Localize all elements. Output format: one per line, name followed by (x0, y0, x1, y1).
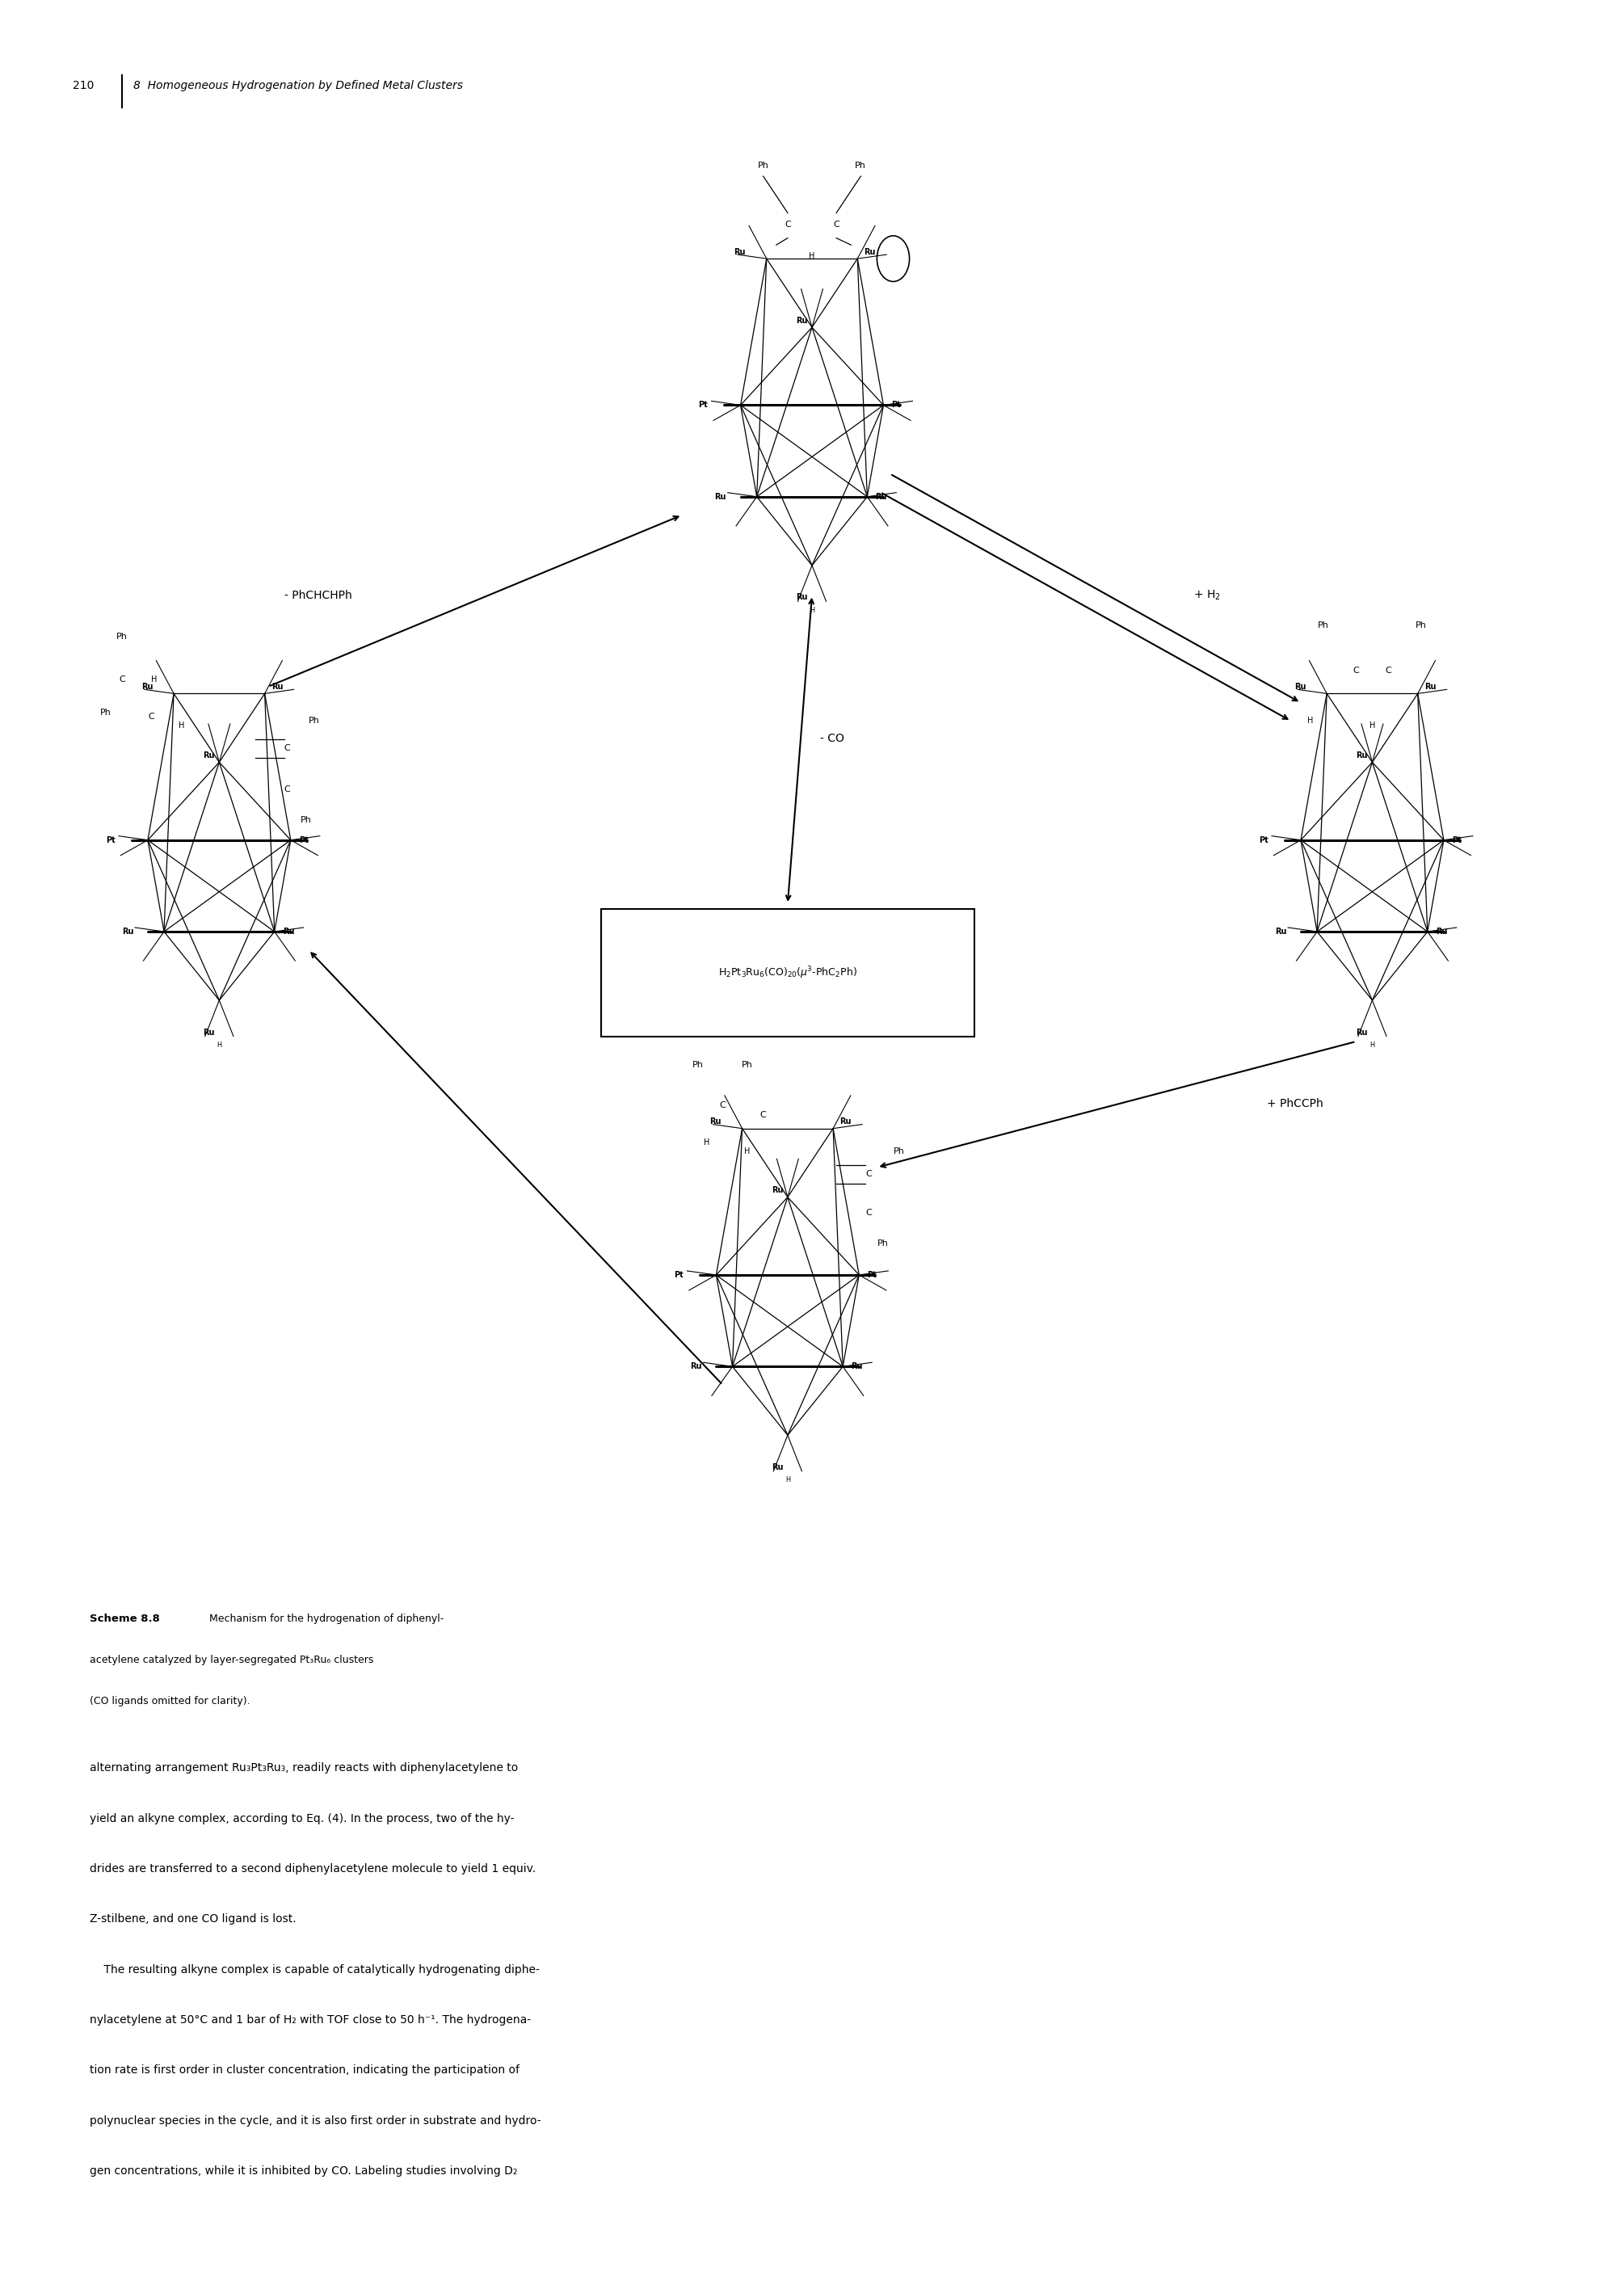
Text: Pt: Pt (867, 1270, 877, 1280)
Text: Mechanism for the hydrogenation of diphenyl-: Mechanism for the hydrogenation of diphe… (206, 1614, 443, 1625)
Text: C: C (119, 675, 125, 684)
Text: Ph: Ph (877, 1238, 888, 1248)
FancyBboxPatch shape (601, 909, 974, 1037)
Text: Ru: Ru (864, 247, 875, 256)
Text: Ru: Ru (796, 316, 807, 325)
Text: Pt: Pt (698, 401, 708, 410)
Text: H: H (1369, 721, 1376, 730)
Text: Ru: Ru (734, 247, 745, 256)
Text: Pt: Pt (674, 1270, 684, 1280)
Text: H: H (744, 1147, 750, 1156)
Text: gen concentrations, while it is inhibited by CO. Labeling studies involving D₂: gen concentrations, while it is inhibite… (89, 2165, 516, 2177)
Text: C: C (833, 220, 840, 229)
Text: Pt: Pt (1259, 835, 1268, 845)
Text: C: C (284, 785, 291, 794)
Text: H: H (1369, 1041, 1376, 1048)
Text: Ru: Ru (690, 1362, 702, 1371)
Text: Ph: Ph (300, 815, 312, 824)
Text: Pt: Pt (299, 835, 309, 845)
Text: drides are transferred to a second diphenylacetylene molecule to yield 1 equiv.: drides are transferred to a second diphe… (89, 1863, 536, 1875)
Text: Ph: Ph (1319, 620, 1328, 629)
Text: Ph: Ph (758, 160, 768, 169)
Text: Ru: Ru (122, 927, 133, 936)
Text: Scheme 8.8: Scheme 8.8 (89, 1614, 159, 1625)
Text: C: C (1353, 666, 1359, 675)
Text: Z-stilbene, and one CO ligand is lost.: Z-stilbene, and one CO ligand is lost. (89, 1914, 296, 1925)
Text: C: C (784, 220, 791, 229)
Text: Ph: Ph (117, 632, 127, 641)
Text: Ru: Ru (203, 1028, 214, 1037)
Text: Ph: Ph (693, 1060, 703, 1069)
Text: 8  Homogeneous Hydrogenation by Defined Metal Clusters: 8 Homogeneous Hydrogenation by Defined M… (133, 80, 463, 92)
Text: C: C (866, 1209, 872, 1218)
Text: H: H (784, 1476, 791, 1483)
Text: Ru: Ru (851, 1362, 862, 1371)
Text: Ru: Ru (1356, 751, 1367, 760)
Text: Ru: Ru (271, 682, 283, 691)
Text: + PhCCPh: + PhCCPh (1267, 1099, 1324, 1108)
Text: nylacetylene at 50°C and 1 bar of H₂ with TOF close to 50 h⁻¹. The hydrogena-: nylacetylene at 50°C and 1 bar of H₂ wit… (89, 2014, 531, 2026)
Text: Ru: Ru (715, 492, 726, 501)
Text: Pt: Pt (892, 401, 901, 410)
Text: C: C (284, 744, 291, 753)
Text: alternating arrangement Ru₃Pt₃Ru₃, readily reacts with diphenylacetylene to: alternating arrangement Ru₃Pt₃Ru₃, readi… (89, 1763, 518, 1774)
Text: Ru: Ru (283, 927, 294, 936)
Text: 210: 210 (73, 80, 94, 92)
Text: Ru: Ru (771, 1463, 783, 1472)
Text: H: H (179, 721, 185, 730)
Text: Pt: Pt (106, 835, 115, 845)
Text: Ph: Ph (742, 1060, 752, 1069)
Text: Ru: Ru (710, 1117, 721, 1126)
Text: Ru: Ru (1275, 927, 1286, 936)
Text: Ph: Ph (856, 160, 866, 169)
Text: H: H (809, 252, 815, 261)
Text: H: H (216, 1041, 222, 1048)
Text: - PhCHCHPh: - PhCHCHPh (284, 591, 352, 600)
Text: Ph: Ph (101, 707, 110, 716)
Text: C: C (866, 1170, 872, 1179)
Text: Ph: Ph (309, 716, 320, 726)
Text: Ru: Ru (840, 1117, 851, 1126)
Text: - CO: - CO (820, 732, 844, 744)
Text: Ph: Ph (1416, 620, 1426, 629)
Text: H: H (1307, 716, 1314, 726)
Text: Ph: Ph (893, 1147, 905, 1156)
Text: Ru: Ru (1424, 682, 1436, 691)
Text: Ru: Ru (875, 492, 887, 501)
Text: polynuclear species in the cycle, and it is also first order in substrate and hy: polynuclear species in the cycle, and it… (89, 2115, 541, 2126)
Text: tion rate is first order in cluster concentration, indicating the participation : tion rate is first order in cluster conc… (89, 2065, 520, 2076)
Text: C: C (760, 1110, 767, 1119)
Text: Ru: Ru (203, 751, 214, 760)
Text: C: C (148, 712, 154, 721)
Text: acetylene catalyzed by layer-segregated Pt₃Ru₆ clusters: acetylene catalyzed by layer-segregated … (89, 1655, 374, 1666)
Text: H: H (703, 1138, 710, 1147)
Text: H: H (151, 675, 158, 684)
Text: Ru: Ru (771, 1186, 783, 1195)
Text: Ru: Ru (1356, 1028, 1367, 1037)
Text: Ru: Ru (1294, 682, 1306, 691)
Text: H: H (809, 607, 815, 613)
Text: Ru: Ru (141, 682, 153, 691)
Text: H$_2$Pt$_3$Ru$_6$(CO)$_{20}$($\mu^3$-PhC$_2$Ph): H$_2$Pt$_3$Ru$_6$(CO)$_{20}$($\mu^3$-PhC… (718, 966, 857, 980)
Text: C: C (1385, 666, 1392, 675)
Text: Ru: Ru (796, 593, 807, 602)
Text: C: C (719, 1101, 726, 1110)
Text: Pt: Pt (1452, 835, 1462, 845)
Text: + H$_2$: + H$_2$ (1194, 588, 1221, 602)
Text: Ru: Ru (1436, 927, 1447, 936)
Text: The resulting alkyne complex is capable of catalytically hydrogenating diphe-: The resulting alkyne complex is capable … (89, 1964, 539, 1975)
Text: (CO ligands omitted for clarity).: (CO ligands omitted for clarity). (89, 1696, 250, 1708)
Text: yield an alkyne complex, according to Eq. (4). In the process, two of the hy-: yield an alkyne complex, according to Eq… (89, 1813, 513, 1824)
